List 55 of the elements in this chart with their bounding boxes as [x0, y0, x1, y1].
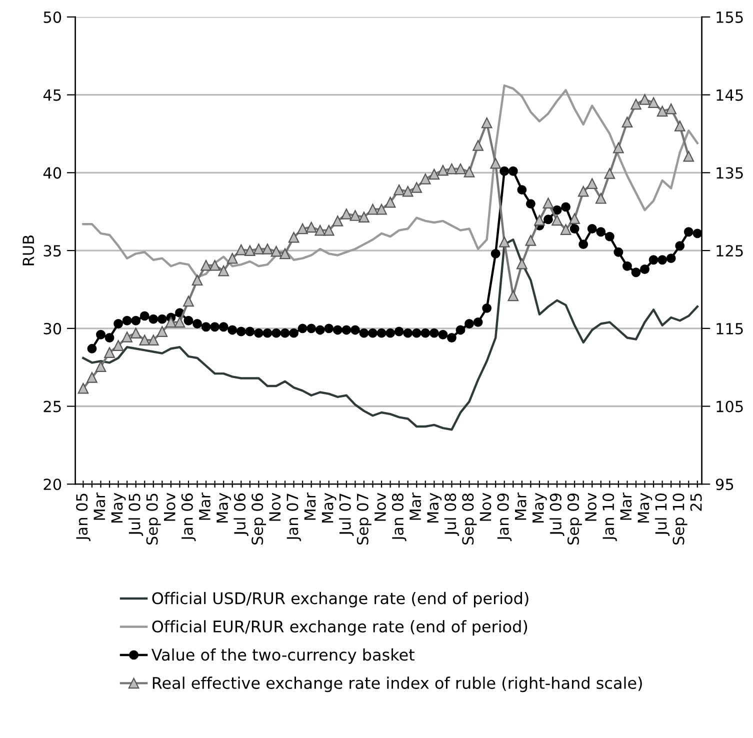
x-tick-label: Sep 07	[356, 494, 372, 545]
legend-label: Value of the two-currency basket	[151, 648, 414, 664]
y2-tick-label: 115	[716, 323, 743, 334]
y-tick-label: 25	[44, 400, 61, 412]
x-tick-label: Sep 10	[672, 493, 688, 545]
x-tick-label: Sep 08	[462, 494, 477, 545]
y-tick-label: 45	[43, 90, 61, 101]
x-tick-label: 25	[690, 494, 702, 511]
x-tick-label: Nov	[374, 492, 386, 521]
x-tick-label: Sep 09	[567, 494, 582, 545]
x-tick-label: May	[532, 492, 547, 523]
x-tick-label: Mar	[94, 492, 106, 520]
legend-label: Official USD/RUR exchange rate (end of period)	[152, 592, 528, 608]
x-tick-label: Nov	[585, 492, 597, 521]
x-tick-label: Mar	[410, 492, 422, 520]
x-tick-label: Mar	[199, 492, 210, 520]
x-tick-label: Jan 09	[497, 494, 512, 542]
y2-tick-label: 95	[716, 478, 734, 490]
legend-label: Real effective exchange rate index of ruble (right-hand scale)	[152, 676, 642, 692]
x-tick-label: Jul 07	[339, 494, 354, 536]
x-tick-label: Jul 05	[128, 494, 144, 536]
x-tick-label: May	[322, 492, 336, 523]
x-tick-label: Jan 06	[181, 493, 196, 542]
y2-tick-label: 125	[716, 245, 743, 257]
x-tick-label: Nov	[269, 492, 281, 521]
y2-tick-label: 145	[716, 90, 743, 101]
y2-tick-label: 105	[716, 400, 743, 412]
x-tick-label: Jan 05	[76, 494, 90, 542]
x-tick-label: Jul 08	[444, 494, 459, 536]
x-tick-label: Jan 07	[286, 494, 302, 542]
y-tick-label: 50	[44, 11, 62, 23]
y-axis-title: RUB	[22, 235, 34, 266]
x-tick-label: Nov	[480, 492, 492, 521]
x-tick-label: May	[638, 492, 652, 523]
x-tick-label: Mar	[304, 492, 316, 520]
x-tick-label: May	[427, 492, 442, 523]
x-tick-label: Jul 09	[550, 494, 564, 536]
legend-label: Official EUR/RUR exchange rate (end of period)	[152, 620, 528, 636]
y-tick-label: 30	[44, 322, 62, 334]
x-tick-label: Mar	[620, 492, 632, 520]
x-tick-label: Mar	[514, 492, 526, 520]
x-tick-label: Sep 06	[252, 493, 266, 545]
x-tick-label: Nov	[164, 492, 176, 521]
y-tick-label: 35	[44, 245, 61, 257]
x-tick-label: Sep 05	[146, 494, 161, 545]
x-tick-label: Jan 08	[392, 494, 406, 542]
y-tick-label: 20	[44, 478, 62, 490]
x-tick-label: Jul 10	[654, 493, 670, 536]
x-tick-label: May	[216, 492, 231, 523]
x-tick-label: Jul 06	[234, 493, 248, 536]
y2-tick-label: 135	[716, 167, 743, 179]
y-tick-label: 40	[43, 167, 62, 179]
x-tick-label: May	[111, 492, 126, 523]
x-tick-label: Jan 10	[602, 493, 617, 542]
y2-tick-label: 155	[716, 12, 743, 23]
